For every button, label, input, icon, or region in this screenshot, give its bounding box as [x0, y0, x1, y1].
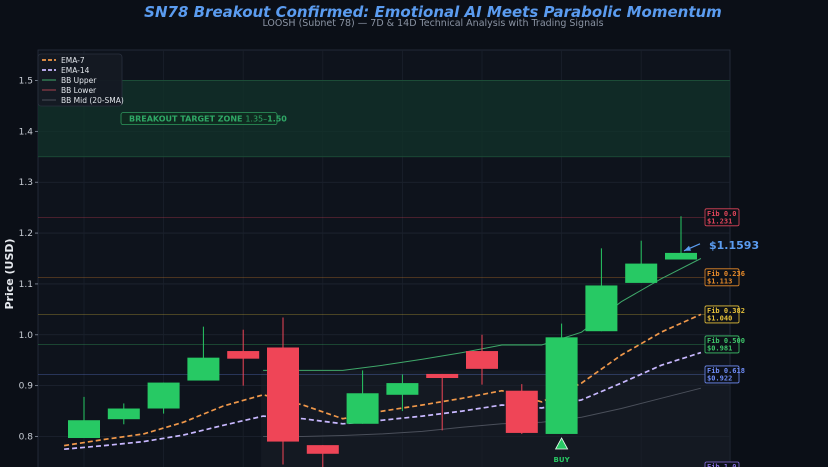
candle-up: [346, 393, 379, 424]
bb-shade: [261, 370, 730, 467]
series-line-ema-14: [64, 351, 702, 451]
chart-subtitle: LOOSH (Subnet 78) — 7D & 14D Technical A…: [262, 18, 603, 29]
y-tick-label: 1.2: [19, 229, 33, 239]
fib-level-name: Fib 0.382: [707, 307, 745, 315]
series-line-bb-mid-20-sma-: [263, 387, 702, 437]
fib-label-box: [704, 365, 740, 384]
y-tick-label: 1.3: [19, 178, 33, 188]
fib-level-name: Fib 1.0: [707, 463, 737, 467]
fib-label-box: [704, 305, 740, 324]
candle-down: [466, 351, 498, 369]
y-tick-label: 1.5: [19, 77, 33, 87]
y-tick-label: 1.4: [19, 127, 34, 137]
y-tick-label: 1.1: [19, 280, 33, 290]
candle-down: [227, 351, 260, 359]
fib-level-name: Fib 0.500: [707, 337, 745, 345]
fib-levels: Fib 0.0$1.231 Fib 0.236$1.113 Fib 0.382$1.…: [38, 208, 745, 467]
candle-down: [306, 445, 339, 454]
candle-down: [426, 373, 459, 379]
candle-down: [505, 390, 538, 433]
candle-up: [625, 263, 658, 283]
candles: [68, 216, 697, 467]
y-axis-label: Price (USD): [3, 238, 16, 309]
target-zone-label-box: [120, 112, 278, 126]
candle-up: [107, 408, 140, 420]
legend-label: BB Upper: [61, 76, 97, 85]
fib-level-name: Fib 0.0: [707, 210, 737, 218]
fib-label-box: [704, 335, 740, 354]
candle-up: [386, 383, 419, 395]
y-tick-label: 0.9: [19, 382, 34, 392]
fib-label-box: [704, 208, 740, 227]
fib-level-value: $0.922: [707, 374, 732, 382]
fib-level-value: $1.040: [707, 314, 732, 322]
indicator-lines: [63, 258, 702, 451]
fib-label-box: [704, 268, 740, 287]
fib-level-name: Fib 0.618: [707, 367, 745, 375]
current-price-label: $1.1593: [709, 239, 759, 252]
annotations: $1.1593 BUY: [554, 239, 760, 464]
buy-signal-marker: [554, 437, 569, 450]
current-price-arrowhead: [684, 245, 691, 251]
candle-up: [68, 420, 100, 439]
target-zone-label: BREAKOUT TARGET ZONE 1.35–1.50: [129, 115, 287, 124]
legend-label: BB Mid (20-SMA): [61, 96, 124, 105]
candle-up: [665, 252, 697, 260]
y-axis-ticks: 0.8 0.9 1.0 1.1 1.2 1.3 1.4 1.5: [19, 77, 38, 442]
legend-label: EMA-14: [61, 66, 90, 75]
candle-up: [585, 285, 618, 332]
legend-label: EMA-7: [61, 56, 85, 65]
series-line-ema-7: [63, 313, 702, 447]
y-tick-label: 1.0: [19, 331, 34, 341]
target-zone: BREAKOUT TARGET ZONE 1.35–1.50: [38, 80, 730, 158]
candle-down: [267, 347, 299, 442]
fib-level-value: $1.231: [707, 217, 732, 225]
fib-level-value: $1.113: [707, 277, 732, 285]
candle-up: [187, 357, 220, 381]
y-tick-label: 0.8: [19, 432, 34, 442]
legend-box: [37, 53, 123, 107]
candle-up: [147, 382, 180, 409]
legend-label: BB Lower: [61, 86, 97, 95]
chart-title: SN78 Breakout Confirmed: Emotional AI Me…: [144, 3, 722, 21]
bb-band-shade: [261, 370, 730, 467]
candle-up: [545, 337, 578, 434]
fib-level-name: Fib 0.236: [707, 270, 745, 278]
fib-level-value: $0.981: [707, 344, 732, 352]
buy-signal-label: BUY: [554, 456, 571, 464]
